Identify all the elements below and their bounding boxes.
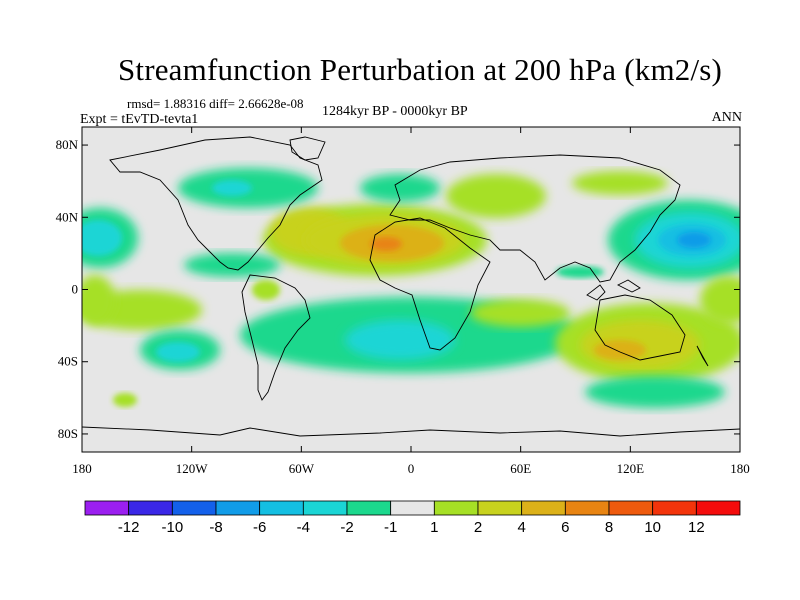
colorbar: -12 -10 -8 -6 -4 -2 -1 1 2 4 6 8 10 12 bbox=[84, 500, 741, 536]
field-patch bbox=[156, 342, 200, 362]
field-patch bbox=[572, 171, 668, 195]
x-tick-label: 120E bbox=[617, 461, 645, 476]
y-tick-label: 80S bbox=[58, 426, 78, 441]
colorbar-label: -1 bbox=[384, 519, 397, 536]
field-patch bbox=[113, 393, 137, 407]
eurasia-coast bbox=[389, 154, 681, 283]
y-tick-label: 0 bbox=[72, 282, 79, 297]
colorbar-swatch bbox=[390, 500, 435, 516]
colorbar-label: 6 bbox=[561, 519, 569, 536]
colorbar-swatch bbox=[302, 500, 348, 516]
x-tick-label: 180 bbox=[730, 461, 750, 476]
colorbar-swatch bbox=[84, 500, 130, 516]
maritime-continent-coast bbox=[586, 279, 641, 301]
colorbar-label: -2 bbox=[340, 519, 353, 536]
season-label: ANN bbox=[711, 110, 742, 125]
australia-coast bbox=[594, 294, 686, 361]
colorbar-label: 1 bbox=[430, 519, 438, 536]
colorbar-label: -6 bbox=[253, 519, 266, 536]
colorbar-swatch bbox=[477, 500, 523, 516]
field-patch bbox=[360, 174, 440, 202]
coastlines bbox=[82, 136, 740, 437]
plot-title: Streamfunction Perturbation at 200 hPa (… bbox=[117, 52, 723, 87]
field-patch bbox=[184, 253, 280, 277]
colorbar-label: 2 bbox=[474, 519, 482, 536]
period-label: 1284kyr BP - 0000kyr BP bbox=[322, 104, 468, 119]
y-tick-label: 40N bbox=[56, 209, 79, 224]
y-tick-label: 40S bbox=[58, 354, 78, 369]
colorbar-label: 4 bbox=[517, 519, 525, 536]
colorbar-swatch bbox=[433, 500, 479, 516]
field-patch bbox=[345, 320, 455, 360]
field-patch bbox=[470, 299, 570, 327]
field-patch bbox=[677, 232, 711, 248]
field-patch bbox=[82, 220, 122, 256]
experiment-label: Expt = tEvTD-tevta1 bbox=[80, 112, 199, 127]
field-patch bbox=[82, 275, 115, 325]
field-patch bbox=[556, 266, 604, 278]
new-zealand-coast bbox=[696, 345, 709, 367]
y-axis: 80N 40N 0 40S 80S bbox=[56, 137, 740, 441]
north-america-coast bbox=[109, 136, 323, 271]
colorbar-swatch bbox=[695, 500, 741, 516]
field-patch bbox=[212, 180, 252, 196]
colorbar-label: -8 bbox=[209, 519, 222, 536]
africa-coast bbox=[369, 217, 491, 351]
x-tick-label: 60W bbox=[289, 461, 315, 476]
colorbar-swatch bbox=[564, 500, 610, 516]
colorbar-swatch bbox=[171, 500, 217, 516]
colorbar-label: -12 bbox=[118, 519, 140, 536]
colorbar-label: 12 bbox=[688, 519, 705, 536]
field-patch bbox=[252, 280, 280, 300]
colorbar-swatch bbox=[521, 500, 566, 516]
y-tick-label: 80N bbox=[56, 137, 79, 152]
colorbar-swatch bbox=[215, 500, 261, 516]
greenland-coast bbox=[289, 136, 326, 161]
colorbar-label: -4 bbox=[297, 519, 310, 536]
x-tick-label: 0 bbox=[408, 461, 415, 476]
colorbar-label: 8 bbox=[605, 519, 613, 536]
field-patch bbox=[370, 237, 402, 251]
colorbar-swatch bbox=[346, 500, 392, 516]
x-tick-label: 60E bbox=[510, 461, 531, 476]
field-patch bbox=[594, 340, 646, 360]
colorbar-swatch bbox=[259, 500, 304, 516]
x-axis: 180 120W 60W 0 60E 120E 180 bbox=[72, 127, 750, 476]
x-tick-label: 180 bbox=[72, 461, 92, 476]
field-patch bbox=[700, 276, 740, 324]
stats-line: rmsd= 1.88316 diff= 2.66628e-08 bbox=[127, 96, 304, 111]
south-america-coast bbox=[241, 274, 311, 401]
colorbar-label: -10 bbox=[161, 519, 183, 536]
x-tick-label: 120W bbox=[176, 461, 209, 476]
colorbar-label: 10 bbox=[644, 519, 661, 536]
field-patch bbox=[585, 376, 725, 408]
colorbar-swatch bbox=[128, 500, 173, 516]
colorbar-swatch bbox=[608, 500, 654, 516]
field-patch bbox=[446, 174, 546, 218]
colorbar-swatch bbox=[652, 500, 697, 516]
antarctica-coast bbox=[82, 426, 740, 437]
